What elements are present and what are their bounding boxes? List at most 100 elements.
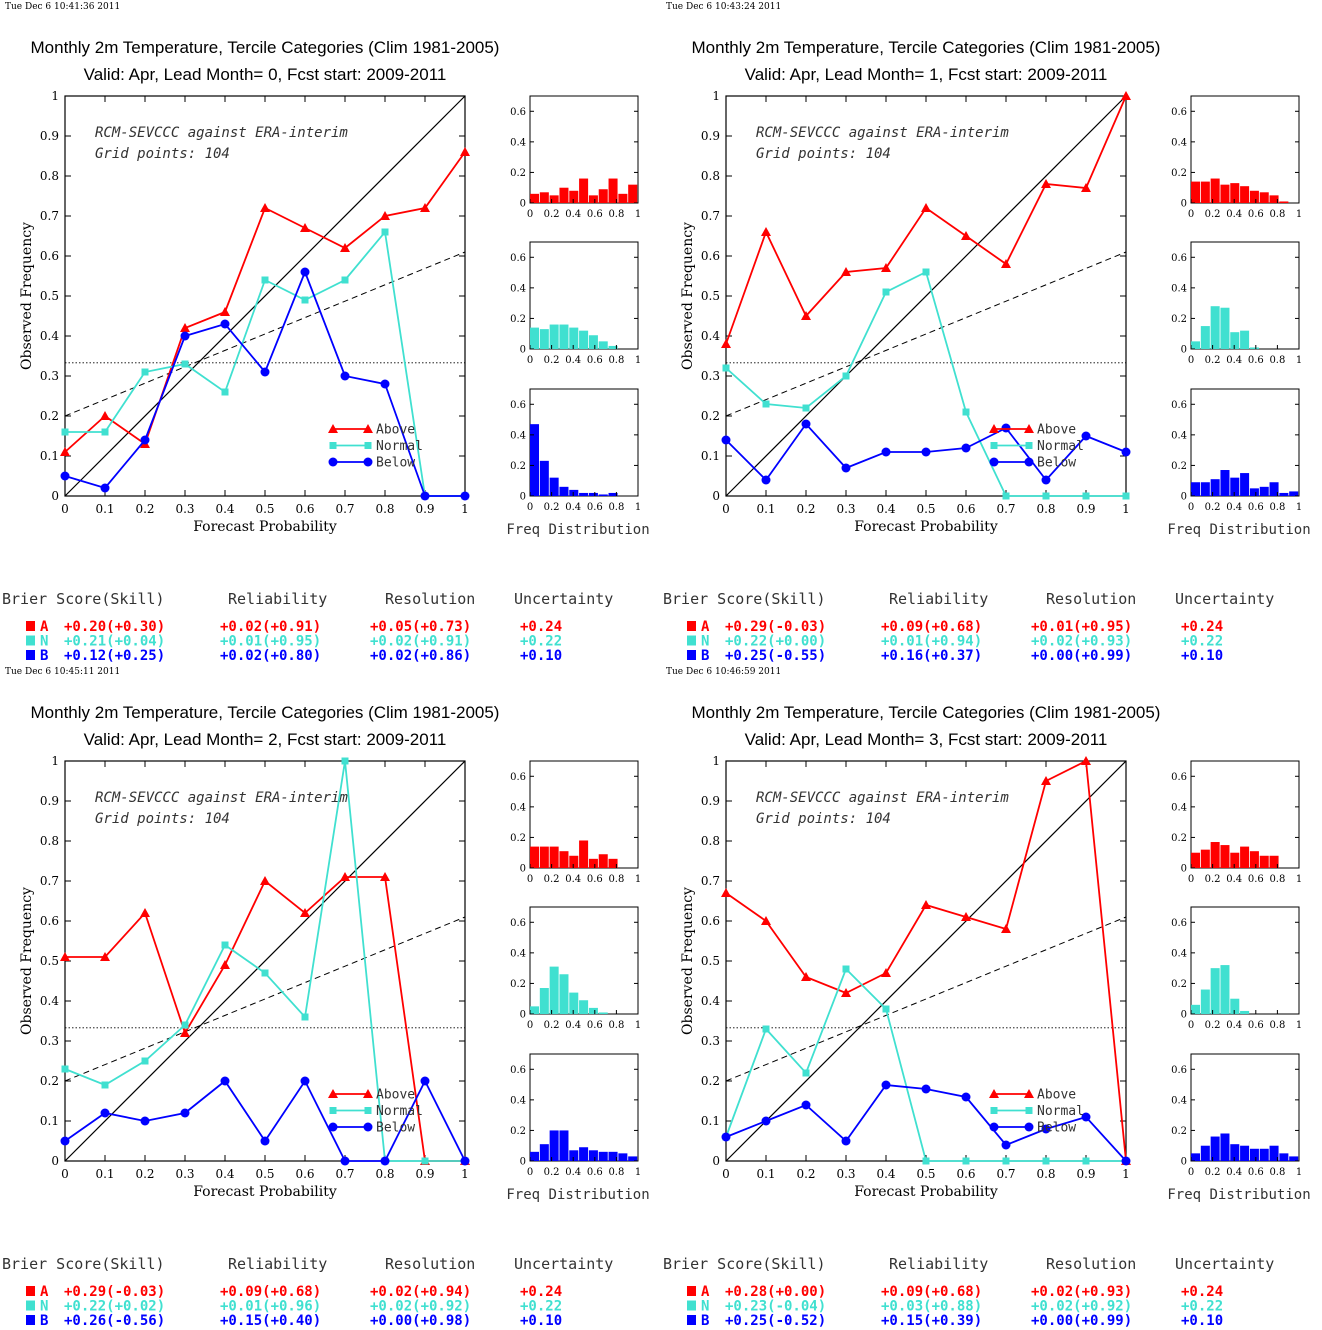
histogram-bar xyxy=(549,477,559,496)
uncertainty-value: +0.10 xyxy=(520,648,562,664)
data-point-normal xyxy=(141,368,149,376)
hist-x-tick-label: 0.6 xyxy=(1248,1020,1264,1031)
brier-score-value: +0.12(+0.25) xyxy=(64,648,165,664)
no-skill-line xyxy=(64,916,466,1082)
histogram-bar xyxy=(1259,855,1269,868)
histogram-bar xyxy=(1230,477,1240,496)
data-point-below xyxy=(380,379,390,389)
brier-category-label: N xyxy=(701,1299,709,1315)
legend-marker-normal xyxy=(329,442,337,449)
hist-x-tick-label: 1 xyxy=(635,502,641,513)
histogram-bar xyxy=(1210,306,1220,349)
hist-x-tick-label: 0.8 xyxy=(608,874,624,885)
reliability-value: +0.09(+0.68) xyxy=(881,1284,982,1300)
hist-x-tick-label: 1 xyxy=(1296,355,1302,366)
hist-x-tick-label: 0.8 xyxy=(608,502,624,513)
histogram-bar xyxy=(618,193,628,203)
y-tick-label: 0.8 xyxy=(701,834,720,848)
data-point-below xyxy=(180,1108,190,1118)
data-point-above xyxy=(961,231,971,240)
brier-header: Resolution xyxy=(1046,1255,1136,1273)
histogram-bar xyxy=(1200,181,1210,203)
data-point-below xyxy=(1081,431,1091,441)
data-point-normal xyxy=(221,388,229,396)
brier-category-square xyxy=(687,621,696,631)
legend-marker-above xyxy=(363,424,373,433)
hist-x-tick-label: 0.6 xyxy=(1248,355,1264,366)
x-tick-label: 0.2 xyxy=(135,502,154,516)
histogram-bar xyxy=(569,489,579,496)
histogram-N: 0 0.2 0.4 0.6 0 0.2 0.4 0.6 0.8 1 xyxy=(510,241,641,366)
data-point-below xyxy=(961,1092,971,1102)
uncertainty-value: +0.22 xyxy=(1181,634,1223,650)
hist-x-tick-label: 0.6 xyxy=(587,502,603,513)
histogram-bar xyxy=(1249,190,1259,203)
histogram-bar xyxy=(1200,849,1210,868)
x-tick-label: 0.1 xyxy=(756,1167,775,1181)
y-tick-label: 0.9 xyxy=(701,794,720,808)
data-point-below xyxy=(300,267,310,277)
hist-y-tick-label: 0.2 xyxy=(1171,168,1187,179)
y-tick-label: 0 xyxy=(51,1154,59,1168)
y-tick-label: 0.6 xyxy=(701,249,720,263)
hist-x-tick-label: 1 xyxy=(1296,209,1302,220)
histogram-bar xyxy=(1289,1156,1299,1161)
y-tick-label: 1 xyxy=(712,754,720,768)
data-point-normal xyxy=(301,296,309,304)
brier-score-value: +0.25(-0.55) xyxy=(725,648,826,664)
y-axis-label: Observed Frequency xyxy=(680,887,696,1035)
data-point-below xyxy=(1121,1156,1131,1166)
x-tick-label: 0.3 xyxy=(175,1167,194,1181)
reliability-value: +0.01(+0.95) xyxy=(220,634,321,650)
reliability-value: +0.09(+0.68) xyxy=(881,619,982,635)
hist-y-tick-label: 0.2 xyxy=(1171,314,1187,325)
histogram-bar xyxy=(598,189,608,203)
hist-x-tick-label: 0.2 xyxy=(544,874,560,885)
series-below xyxy=(60,267,470,501)
x-tick-label: 0.2 xyxy=(796,1167,815,1181)
legend-marker-normal xyxy=(990,442,998,449)
legend-marker-above xyxy=(328,1089,338,1098)
y-tick-label: 0.8 xyxy=(40,834,59,848)
histogram-bar xyxy=(539,1144,549,1161)
y-tick-label: 1 xyxy=(712,89,720,103)
data-point-below xyxy=(881,1080,891,1090)
y-axis-label: Observed Frequency xyxy=(19,887,35,1035)
data-point-normal xyxy=(381,228,389,236)
data-point-normal xyxy=(341,757,349,765)
chart-panel-3: Tue Dec 6 10:46:59 2011 Monthly 2m Temper… xyxy=(663,667,1311,1329)
histogram-bar xyxy=(1191,181,1201,203)
freq-distribution-label: Freq Distribution xyxy=(1167,522,1310,538)
data-point-above xyxy=(841,267,851,276)
resolution-value: +0.01(+0.95) xyxy=(1031,619,1132,635)
data-point-above xyxy=(220,960,230,969)
histogram-bar xyxy=(539,846,549,868)
histogram-bar xyxy=(1200,1145,1210,1161)
legend-marker-below xyxy=(328,1122,338,1132)
histogram-bar xyxy=(608,1151,618,1161)
hist-y-tick-label: 0 xyxy=(520,345,526,356)
hist-x-tick-label: 0.4 xyxy=(1226,502,1242,513)
hist-x-tick-label: 1 xyxy=(635,1020,641,1031)
histogram-bar xyxy=(539,460,549,496)
hist-y-tick-label: 0 xyxy=(1181,492,1187,503)
histogram-bar xyxy=(1210,178,1220,203)
chart-panel-1: Tue Dec 6 10:43:24 2011 Monthly 2m Temper… xyxy=(663,2,1311,664)
data-point-above xyxy=(761,916,771,925)
legend-label-below: Below xyxy=(376,1121,415,1136)
y-tick-label: 0.2 xyxy=(40,409,59,423)
data-point-below xyxy=(460,1156,470,1166)
reliability-value: +0.15(+0.40) xyxy=(220,1313,321,1329)
data-point-below xyxy=(380,1156,390,1166)
y-tick-label: 0.4 xyxy=(701,994,720,1008)
uncertainty-value: +0.10 xyxy=(1181,1313,1223,1329)
data-point-below xyxy=(721,435,731,445)
data-point-below xyxy=(921,447,931,457)
histogram-bar xyxy=(539,192,549,203)
hist-x-tick-label: 0 xyxy=(527,355,533,366)
brier-score-value: +0.28(+0.00) xyxy=(725,1284,826,1300)
brier-header: Uncertainty xyxy=(514,590,613,608)
y-tick-label: 0.7 xyxy=(701,874,720,888)
data-point-above xyxy=(380,872,390,881)
